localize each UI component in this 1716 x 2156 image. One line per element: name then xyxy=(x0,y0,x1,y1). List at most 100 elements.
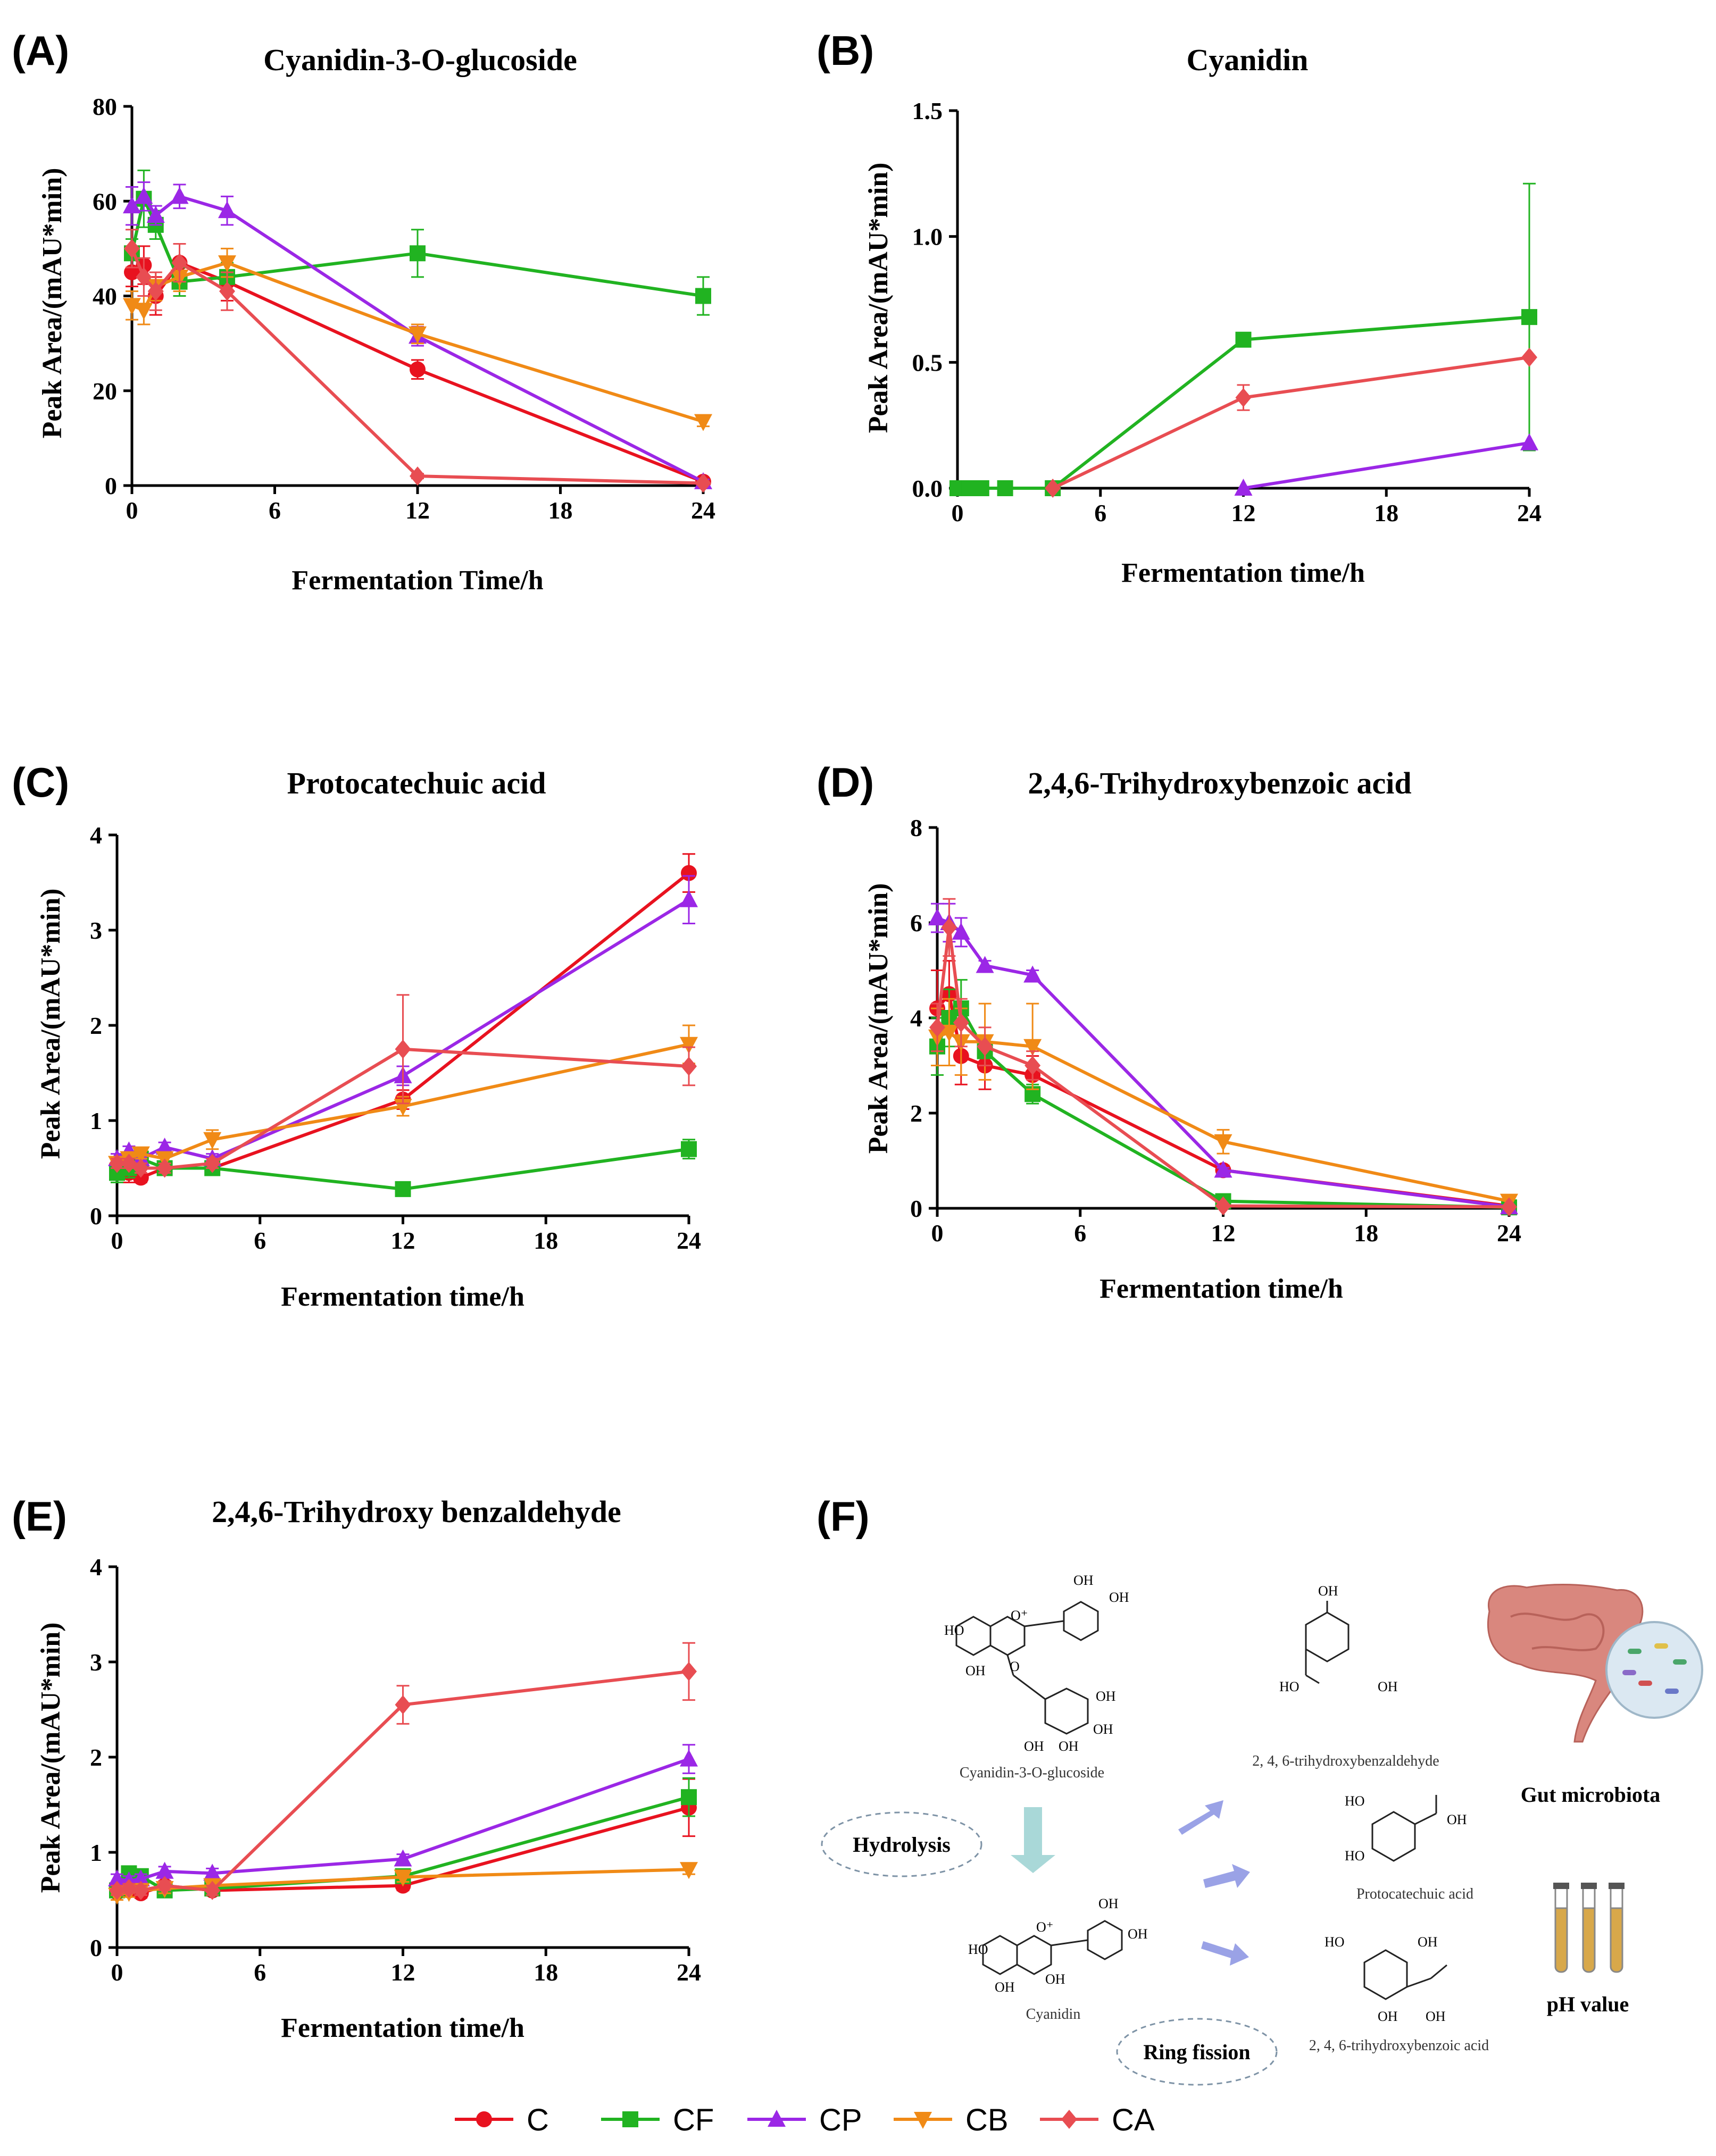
data-point xyxy=(121,1154,137,1173)
legend-item-CB: CB xyxy=(894,2103,1009,2137)
data-point xyxy=(694,414,712,431)
panel-d-ylabel: Peak Area/(mAU*min) xyxy=(863,883,894,1154)
series-CA xyxy=(109,1642,697,1900)
x-tick-label: 18 xyxy=(534,1959,558,1986)
series-CF xyxy=(109,1139,697,1197)
x-tick-label: 6 xyxy=(1074,1219,1086,1247)
data-point xyxy=(1023,965,1042,983)
cy-oh-4: OH xyxy=(995,1979,1015,1995)
x-tick-label: 6 xyxy=(254,1959,266,1986)
c3g-oh-1: OH xyxy=(1073,1573,1094,1588)
y-tick-label: 80 xyxy=(93,93,117,120)
panel-b-letter: (B) xyxy=(817,27,874,74)
y-tick-label: 0.5 xyxy=(912,349,943,376)
data-point xyxy=(997,480,1013,496)
c3g-oh-6: OH xyxy=(1059,1739,1079,1754)
data-point xyxy=(204,1881,221,1900)
panel-b: (B) Cyanidin Peak Area/(mAU*min) Ferment… xyxy=(817,27,1542,588)
panel-d: (D) 2,4,6-Trihydroxybenzoic acid Peak Ar… xyxy=(817,759,1521,1304)
data-point xyxy=(203,1863,222,1881)
data-point xyxy=(1234,479,1253,496)
panel-c-title: Protocatechuic acid xyxy=(287,766,546,800)
tba-oh-2: OH xyxy=(1378,2009,1398,2024)
y-tick-label: 0.0 xyxy=(912,475,943,502)
data-point xyxy=(681,1789,697,1806)
data-point xyxy=(976,956,994,973)
panel-d-xlabel: Fermentation time/h xyxy=(1099,1274,1343,1304)
x-tick-label: 0 xyxy=(111,1227,123,1254)
series-line xyxy=(1243,441,1530,490)
series-CA xyxy=(109,994,697,1178)
y-tick-label: 1.5 xyxy=(912,97,943,124)
data-point xyxy=(135,187,153,204)
data-point xyxy=(1521,347,1537,367)
x-tick-label: 24 xyxy=(691,497,715,524)
data-point xyxy=(218,201,236,219)
data-point xyxy=(123,196,141,214)
tba-structure xyxy=(1363,1949,1447,2000)
gut-label: Gut microbiota xyxy=(1521,1783,1661,1807)
data-point xyxy=(410,466,426,486)
c3g-name: Cyanidin-3-O-glucoside xyxy=(960,1765,1104,1781)
y-tick-label: 20 xyxy=(93,378,117,405)
data-point xyxy=(681,1056,697,1076)
data-point xyxy=(1214,1134,1232,1151)
y-tick-label: 0 xyxy=(90,1934,102,1961)
panel-e-letter: (E) xyxy=(12,1493,67,1540)
panel-a-xlabel: Fermentation Time/h xyxy=(291,565,543,596)
panel-a-plot: 0 6 12 18 24 0 20 40 60 80 xyxy=(93,93,715,524)
x-tick-label: 18 xyxy=(1374,499,1398,527)
legend-swatch-marker xyxy=(914,2112,932,2129)
panel-e-xlabel: Fermentation time/h xyxy=(281,2013,524,2043)
y-tick-label: 6 xyxy=(910,909,922,937)
data-point xyxy=(680,1037,698,1054)
legend-label: CA xyxy=(1112,2103,1155,2137)
x-tick-label: 24 xyxy=(677,1959,701,1986)
y-tick-label: 1.0 xyxy=(912,223,943,250)
cy-oh-2: OH xyxy=(1128,1926,1148,1942)
x-tick-label: 12 xyxy=(1211,1219,1236,1247)
data-point xyxy=(1215,1196,1231,1216)
x-tick-label: 6 xyxy=(269,497,281,524)
data-point xyxy=(681,865,697,881)
data-point xyxy=(394,1849,412,1867)
cyanidin-name: Cyanidin xyxy=(1026,2006,1081,2023)
tba-ho: HO xyxy=(1325,1934,1345,1950)
panel-c: (C) Protocatechuic acid Peak Area/(mAU*m… xyxy=(12,759,701,1312)
cy-oh-3: OH xyxy=(1045,1971,1065,1987)
x-tick-label: 18 xyxy=(1354,1219,1378,1247)
data-point xyxy=(124,239,140,258)
pca-oh: OH xyxy=(1447,1812,1467,1827)
y-tick-label: 1 xyxy=(90,1107,102,1134)
x-tick-label: 12 xyxy=(391,1227,415,1254)
c3g-structure xyxy=(955,1601,1099,1735)
data-point xyxy=(680,1862,698,1879)
x-tick-label: 18 xyxy=(534,1227,558,1254)
data-point xyxy=(395,1039,411,1059)
c3g-ho: HO xyxy=(944,1623,964,1638)
tbald-name: 2, 4, 6-trihydroxybenzaldehyde xyxy=(1252,1753,1439,1769)
data-point xyxy=(940,1024,959,1042)
data-point xyxy=(123,298,141,315)
y-tick-label: 2 xyxy=(910,1100,922,1127)
data-point xyxy=(695,288,711,304)
data-point xyxy=(973,480,989,496)
legend-label: C xyxy=(527,2103,549,2137)
data-point xyxy=(1024,1056,1041,1075)
tbald-oh-2: OH xyxy=(1378,1679,1398,1694)
c3g-oh-7: OH xyxy=(1024,1739,1044,1754)
data-point xyxy=(1235,331,1252,348)
data-point xyxy=(928,908,946,926)
ring-fission-label: Ring fission xyxy=(1143,2040,1250,2064)
data-point xyxy=(1501,1197,1517,1217)
data-point xyxy=(695,473,711,493)
x-tick-label: 0 xyxy=(126,497,138,524)
data-point xyxy=(135,303,153,320)
series-CF xyxy=(124,169,711,316)
data-point xyxy=(131,1869,150,1887)
panel-a-title: Cyanidin-3-O-glucoside xyxy=(263,43,577,77)
panel-c-xlabel: Fermentation time/h xyxy=(281,1282,524,1312)
data-point xyxy=(109,1881,125,1900)
